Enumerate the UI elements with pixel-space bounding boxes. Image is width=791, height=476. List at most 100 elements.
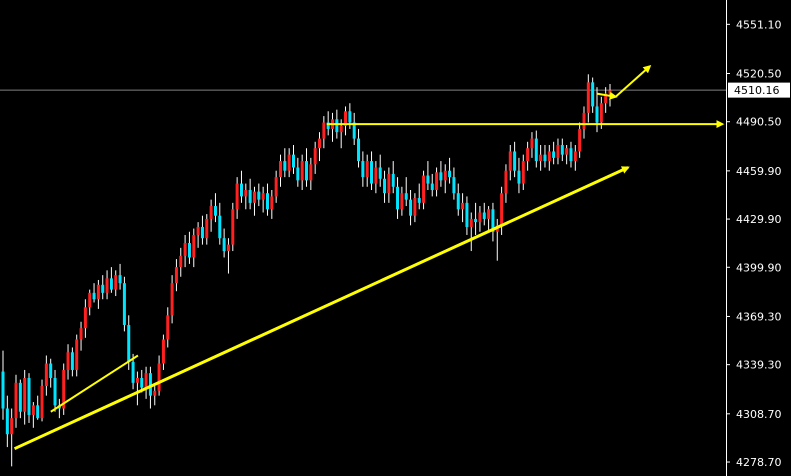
candle bbox=[66, 344, 70, 380]
candle-body-up bbox=[83, 307, 87, 329]
candle bbox=[400, 186, 404, 216]
candle-body-up bbox=[196, 226, 200, 235]
candle bbox=[478, 206, 482, 232]
candle-body-down bbox=[417, 198, 421, 203]
candle bbox=[313, 141, 317, 174]
current-price-label: 4510.16 bbox=[734, 84, 780, 97]
candle bbox=[101, 275, 105, 300]
candle-body-down bbox=[430, 183, 434, 190]
candle bbox=[487, 206, 491, 232]
candle-body-down bbox=[239, 183, 243, 197]
candle bbox=[170, 275, 174, 324]
candle-body-up bbox=[166, 315, 170, 340]
candle-body-up bbox=[174, 267, 178, 284]
candle bbox=[565, 145, 569, 165]
candle-body-down bbox=[569, 148, 573, 162]
candle bbox=[287, 148, 291, 178]
candle bbox=[70, 347, 74, 377]
candle-body-up bbox=[556, 145, 560, 158]
candle bbox=[417, 183, 421, 210]
candle bbox=[322, 116, 326, 149]
candle-body-down bbox=[18, 382, 22, 412]
candle bbox=[391, 161, 395, 194]
candle-body-up bbox=[478, 212, 482, 223]
y-tick-label: 4339.30 bbox=[736, 359, 782, 372]
candle-body-up bbox=[322, 122, 326, 139]
candle bbox=[265, 183, 269, 216]
candle bbox=[443, 164, 447, 194]
candle bbox=[122, 276, 126, 332]
candle bbox=[135, 371, 139, 406]
candle-body-down bbox=[283, 161, 287, 171]
candle-body-up bbox=[565, 148, 569, 155]
candle-body-up bbox=[244, 189, 248, 197]
candle-body-up bbox=[526, 148, 530, 162]
candle bbox=[205, 214, 209, 245]
candle-body-down bbox=[370, 161, 374, 184]
candle bbox=[357, 128, 361, 168]
candle-body-down bbox=[383, 178, 387, 194]
candle-body-down bbox=[335, 119, 339, 133]
candle bbox=[62, 363, 66, 415]
candle bbox=[187, 231, 191, 264]
candle bbox=[88, 289, 92, 316]
candle bbox=[274, 170, 278, 203]
candle bbox=[560, 138, 564, 162]
candle bbox=[40, 379, 44, 422]
candle-body-up bbox=[374, 167, 378, 184]
annotation-arrow bbox=[13, 166, 630, 451]
candle-body-down bbox=[27, 377, 31, 415]
candle-body-up bbox=[365, 161, 369, 178]
candle bbox=[422, 170, 426, 210]
candle-body-up bbox=[135, 377, 139, 383]
candle-body-up bbox=[508, 151, 512, 171]
candle-body-up bbox=[88, 292, 92, 308]
candle-body-down bbox=[36, 405, 40, 419]
candle-body-up bbox=[539, 154, 543, 162]
candle bbox=[179, 247, 183, 277]
candle bbox=[278, 154, 282, 187]
candle-body-down bbox=[482, 212, 486, 219]
trend-annotations bbox=[13, 64, 725, 451]
y-tick-label: 4520.50 bbox=[736, 68, 782, 81]
candle bbox=[261, 186, 265, 213]
candle-body-down bbox=[148, 373, 152, 396]
candle bbox=[482, 202, 486, 226]
candle-body-up bbox=[14, 382, 18, 419]
candle-body-down bbox=[439, 172, 443, 181]
candle-body-up bbox=[413, 198, 417, 216]
candle bbox=[44, 355, 48, 396]
candle-body-down bbox=[552, 151, 556, 158]
candle-body-down bbox=[404, 193, 408, 200]
candle bbox=[153, 386, 157, 406]
candle-body-up bbox=[170, 283, 174, 316]
current-price-badge bbox=[728, 82, 790, 98]
candle-body-up bbox=[387, 173, 391, 194]
candle-body-down bbox=[92, 292, 96, 300]
candle bbox=[222, 228, 226, 258]
candle-body-down bbox=[352, 122, 356, 139]
candle-body-down bbox=[213, 206, 217, 216]
candle-body-down bbox=[296, 167, 300, 181]
candle-body-up bbox=[105, 278, 109, 293]
candle-body-down bbox=[543, 154, 547, 162]
candle-body-up bbox=[318, 138, 322, 149]
candle bbox=[252, 186, 256, 216]
candle-body-up bbox=[31, 405, 35, 415]
candle-body-up bbox=[461, 202, 465, 210]
candle-body-up bbox=[504, 170, 508, 194]
candle bbox=[305, 148, 308, 187]
candle bbox=[57, 398, 61, 419]
candle bbox=[183, 234, 187, 268]
candle bbox=[469, 212, 473, 252]
candle bbox=[461, 193, 465, 223]
candle bbox=[474, 202, 478, 235]
candle bbox=[552, 141, 556, 165]
candle-body-down bbox=[448, 170, 452, 178]
candle bbox=[291, 145, 295, 174]
candle-body-up bbox=[278, 161, 282, 178]
candle-body-down bbox=[222, 238, 226, 252]
candle bbox=[23, 369, 27, 425]
candle-body-up bbox=[62, 369, 66, 409]
candle-body-down bbox=[456, 193, 460, 210]
